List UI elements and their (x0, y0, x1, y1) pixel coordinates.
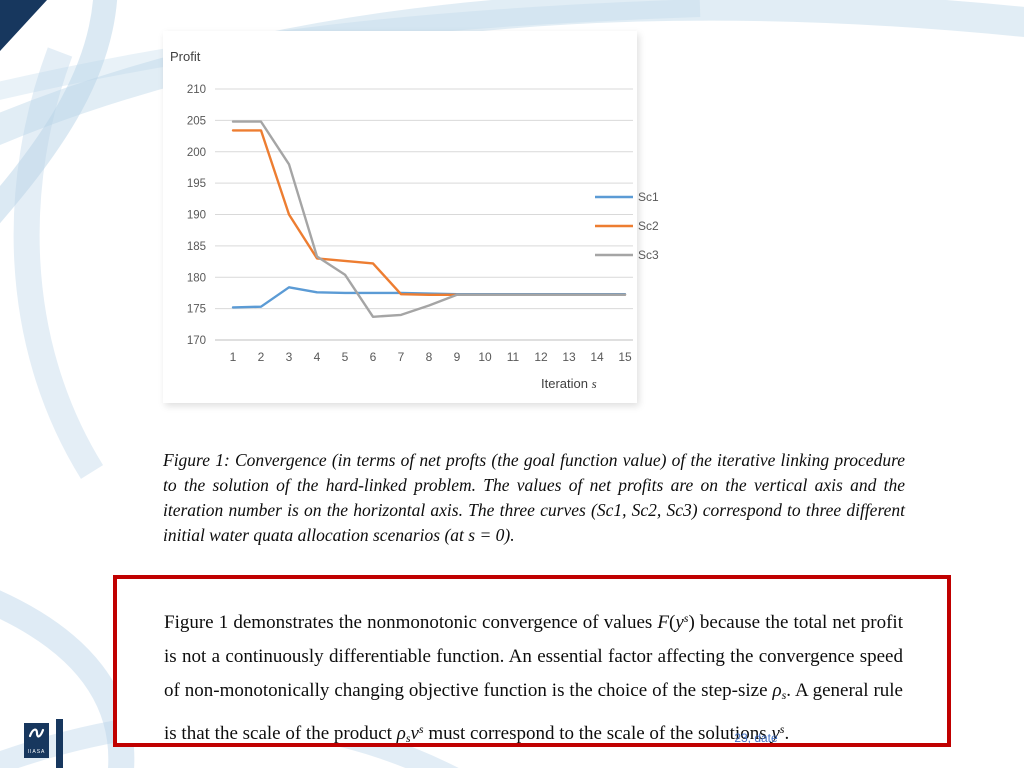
x-tick-label: 9 (454, 350, 461, 364)
figure1-chart-panel: Profit 170 175 180 185 190 195 200 205 210 1 2 3 4 5 6… (163, 31, 659, 403)
y-tick-label: 190 (187, 210, 206, 222)
x-axis-title-text: Iteration (541, 376, 588, 391)
bottom-left-swoosh (0, 590, 135, 768)
accent-bar (56, 719, 63, 768)
math-rho: ρ (772, 680, 782, 701)
x-tick-label: 12 (534, 350, 548, 364)
y-tick-label: 175 (187, 304, 206, 316)
note-run: Figure 1 demonstrates the nonmonotonic c… (164, 612, 658, 633)
x-tick-label: 14 (590, 350, 604, 364)
legend-label-Sc2: Sc2 (638, 219, 659, 233)
math-sup-s: s (418, 722, 424, 736)
x-tick-label: 4 (314, 350, 321, 364)
math-y: y (771, 723, 780, 744)
math-sub-s: s (405, 731, 411, 745)
x-tick-label: 13 (562, 350, 576, 364)
figure-caption: Figure 1: Convergence (in terms of net p… (163, 450, 905, 545)
y-tick-label: 210 (187, 84, 206, 96)
note-run: must correspond to the scale of the solu… (423, 723, 772, 744)
x-tick-label: 15 (618, 350, 632, 364)
x-tick-label: 3 (286, 350, 293, 364)
series-line-Sc3 (231, 120, 627, 318)
slide-footer-date: 23, date (734, 731, 778, 745)
y-tick-label: 170 (187, 335, 206, 347)
math-F: F (657, 612, 670, 633)
iiasa-logo-glyph (28, 728, 45, 738)
left-swoosh (13, 47, 104, 479)
note-run: ( (669, 612, 676, 633)
x-tick-label: 1 (230, 350, 237, 364)
x-tick-label: 6 (370, 350, 377, 364)
x-tick-label: 5 (342, 350, 349, 364)
x-axis-title-variable: s (591, 376, 597, 391)
y-tick-label: 185 (187, 241, 206, 253)
math-sup-s: s (683, 611, 689, 625)
math-rho: ρ (396, 723, 406, 744)
x-tick-label: 2 (258, 350, 265, 364)
math-y: y (675, 612, 684, 633)
chart-x-axis-title: Iteration s (541, 376, 597, 392)
y-tick-label: 180 (187, 272, 206, 284)
legend-label-Sc3: Sc3 (638, 248, 659, 262)
y-tick-label: 205 (187, 115, 206, 127)
note-run: . A general rule is that the scale of th… (164, 680, 903, 744)
x-tick-label: 10 (478, 350, 492, 364)
x-tick-label: 8 (426, 350, 433, 364)
iiasa-logo-text: IIASA (27, 749, 46, 755)
math-nu: ν (410, 723, 419, 744)
legend-label-Sc1: Sc1 (638, 190, 659, 204)
iiasa-logo: IIASA (24, 723, 49, 758)
note-paragraph: Figure 1 demonstrates the nonmonotonic c… (117, 579, 947, 755)
note-run: . (784, 723, 790, 744)
math-sub-s: s (781, 688, 787, 702)
x-tick-label: 11 (507, 350, 520, 364)
chart-y-axis-title: Profit (170, 49, 201, 64)
series-line-Sc2 (231, 129, 627, 296)
note-run: ) because the total net profit is not a … (164, 612, 903, 701)
math-sup-s: s (779, 722, 785, 736)
corner-swoosh (0, 0, 118, 224)
corner-triangle (0, 0, 47, 51)
y-tick-label: 200 (187, 147, 206, 159)
x-tick-label: 7 (398, 350, 405, 364)
highlighted-note-box: Figure 1 demonstrates the nonmonotonic c… (113, 575, 951, 747)
y-tick-label: 195 (187, 178, 206, 190)
